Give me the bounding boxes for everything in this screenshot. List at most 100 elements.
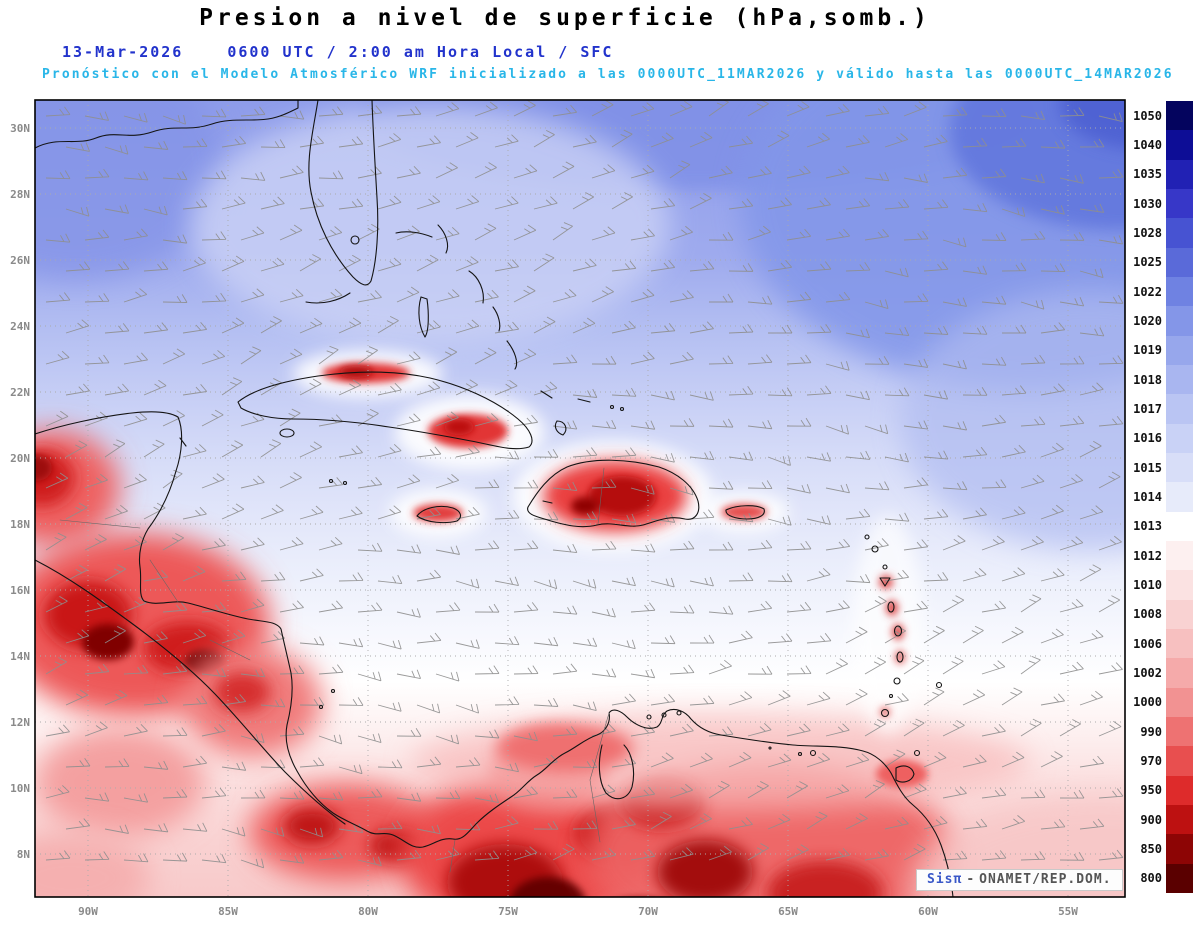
colorbar-swatch: [1166, 159, 1193, 189]
colorbar-value-label: 990: [1140, 724, 1162, 739]
colorbar-value-label: 1010: [1133, 577, 1162, 592]
colorbar-entry: 970: [1131, 746, 1197, 776]
colorbar-entry: 950: [1131, 775, 1197, 805]
lat-axis-label: 30N: [10, 122, 30, 135]
colorbar-swatch: [1166, 804, 1193, 835]
grid-layer: [35, 100, 1125, 897]
colorbar-swatch: [1166, 101, 1193, 131]
pacific-coast: [35, 559, 346, 825]
colorbar-swatch: [1166, 306, 1193, 336]
lat-axis-label: 24N: [10, 320, 30, 333]
credit-system-name: Sisπ: [927, 872, 963, 887]
colorbar-value-label: 1025: [1133, 255, 1162, 270]
colorbar-swatch: [1166, 335, 1193, 365]
colorbar-entry: 1030: [1131, 188, 1197, 219]
colorbar-swatch: [1166, 423, 1193, 453]
colorbar-value-label: 1016: [1133, 431, 1162, 446]
colorbar-swatch: [1166, 394, 1193, 424]
forecast-note: Pronóstico con el Modelo Atmosférico WRF…: [42, 67, 1174, 82]
colorbar-value-label: 800: [1140, 871, 1162, 886]
date-label: 13-Mar-2026: [62, 43, 184, 61]
colorbar-value-label: 1019: [1133, 343, 1162, 358]
puerto-rico-coast: [725, 505, 765, 520]
lat-axis-label: 8N: [17, 848, 30, 861]
colorbar-swatch: [1166, 276, 1193, 307]
colorbar-entry: 990: [1131, 716, 1197, 747]
colorbar-swatch: [1166, 863, 1193, 893]
colorbar-value-label: 1008: [1133, 607, 1162, 622]
colorbar-entry: 1014: [1131, 482, 1197, 512]
lon-axis-label: 85W: [218, 905, 238, 918]
axis-labels: 30N 28N 26N 24N 22N 20N 18N 16N 14N 12N 10N 8N 90W 85…: [10, 122, 1078, 918]
colorbar-entry: 1013: [1131, 511, 1197, 541]
map-frame: [34, 99, 1126, 898]
colorbar-entry: 1015: [1131, 452, 1197, 483]
lon-axis-label: 90W: [78, 905, 98, 918]
colorbar-swatch: [1166, 482, 1193, 512]
lat-axis-label: 10N: [10, 782, 30, 795]
colorbar-entry: 800: [1131, 863, 1197, 893]
colorbar-entry: 1050: [1131, 101, 1197, 131]
datetime-line: 13-Mar-2026 0600 UTC / 2:00 am Hora Local…: [62, 43, 613, 61]
colorbar-value-label: 1017: [1133, 401, 1162, 416]
colorbar-swatch: [1166, 511, 1193, 541]
colorbar-value-label: 1018: [1133, 372, 1162, 387]
colorbar-entry: 1012: [1131, 540, 1197, 571]
bahamas-islands: [395, 224, 625, 436]
colorbar-swatch: [1166, 188, 1193, 219]
colorbar-value-label: 1020: [1133, 313, 1162, 328]
colorbar-swatch: [1166, 540, 1193, 571]
colorbar-swatch: [1166, 364, 1193, 395]
colorbar-value-label: 850: [1140, 841, 1162, 856]
colorbar-entry: 1018: [1131, 364, 1197, 395]
isla-juventud: [279, 428, 295, 438]
lat-axis-label: 20N: [10, 452, 30, 465]
florida-keys: [305, 292, 351, 304]
hispaniola-coast: [527, 459, 700, 528]
colorbar-entry: 1017: [1131, 394, 1197, 424]
lon-axis-label: 65W: [778, 905, 798, 918]
central-south-america-coast: [35, 411, 954, 897]
colorbar-swatch: [1166, 130, 1193, 160]
colorbar-value-label: 1040: [1133, 137, 1162, 152]
colorbar-entry: 1016: [1131, 423, 1197, 453]
wind-barbs-layer: [45, 100, 1124, 869]
lon-axis-label: 75W: [498, 905, 518, 918]
colorbar-swatch: [1166, 716, 1193, 747]
colorbar-entry: 1019: [1131, 335, 1197, 365]
lat-axis-label: 18N: [10, 518, 30, 531]
jamaica-coast: [416, 505, 462, 524]
colorbar-value-label: 1014: [1133, 489, 1162, 504]
colorbar-value-label: 1002: [1133, 665, 1162, 680]
coastline-layer: [35, 100, 954, 897]
colorbar-swatch: [1166, 599, 1193, 629]
lake-okeechobee: [350, 235, 360, 245]
colorbar-value-label: 900: [1140, 812, 1162, 827]
colorbar-swatch: [1166, 775, 1193, 805]
cuba-coast: [237, 371, 533, 450]
lon-axis-label: 70W: [638, 905, 658, 918]
colorbar-entry: 1040: [1131, 130, 1197, 160]
credit-badge: Sisπ - ONAMET/REP.DOM.: [916, 869, 1123, 891]
colorbar-value-label: 1050: [1133, 108, 1162, 123]
lat-axis-label: 12N: [10, 716, 30, 729]
lat-axis-label: 16N: [10, 584, 30, 597]
pressure-field-layer: [35, 100, 1125, 897]
colorbar-swatch: [1166, 452, 1193, 483]
colorbar-entry: 1002: [1131, 658, 1197, 688]
colorbar-value-label: 1012: [1133, 548, 1162, 563]
country-borders: [59, 519, 610, 873]
trinidad-coast: [895, 765, 915, 783]
colorbar-entry: 1022: [1131, 276, 1197, 307]
time-label: 0600 UTC / 2:00 am Hora Local / SFC: [227, 43, 614, 61]
colorbar-value-label: 970: [1140, 753, 1162, 768]
colorbar-swatch: [1166, 570, 1193, 600]
colorbar-value-label: 950: [1140, 783, 1162, 798]
lesser-antilles-islands: [864, 534, 943, 757]
credit-organization: ONAMET/REP.DOM.: [979, 872, 1112, 887]
lon-axis-label: 55W: [1058, 905, 1078, 918]
colorbar-legend: 1050 1040 1035 1030 1028 1025 1022 1020 1019 1018…: [1131, 101, 1197, 893]
colorbar-entry: 1028: [1131, 218, 1197, 248]
